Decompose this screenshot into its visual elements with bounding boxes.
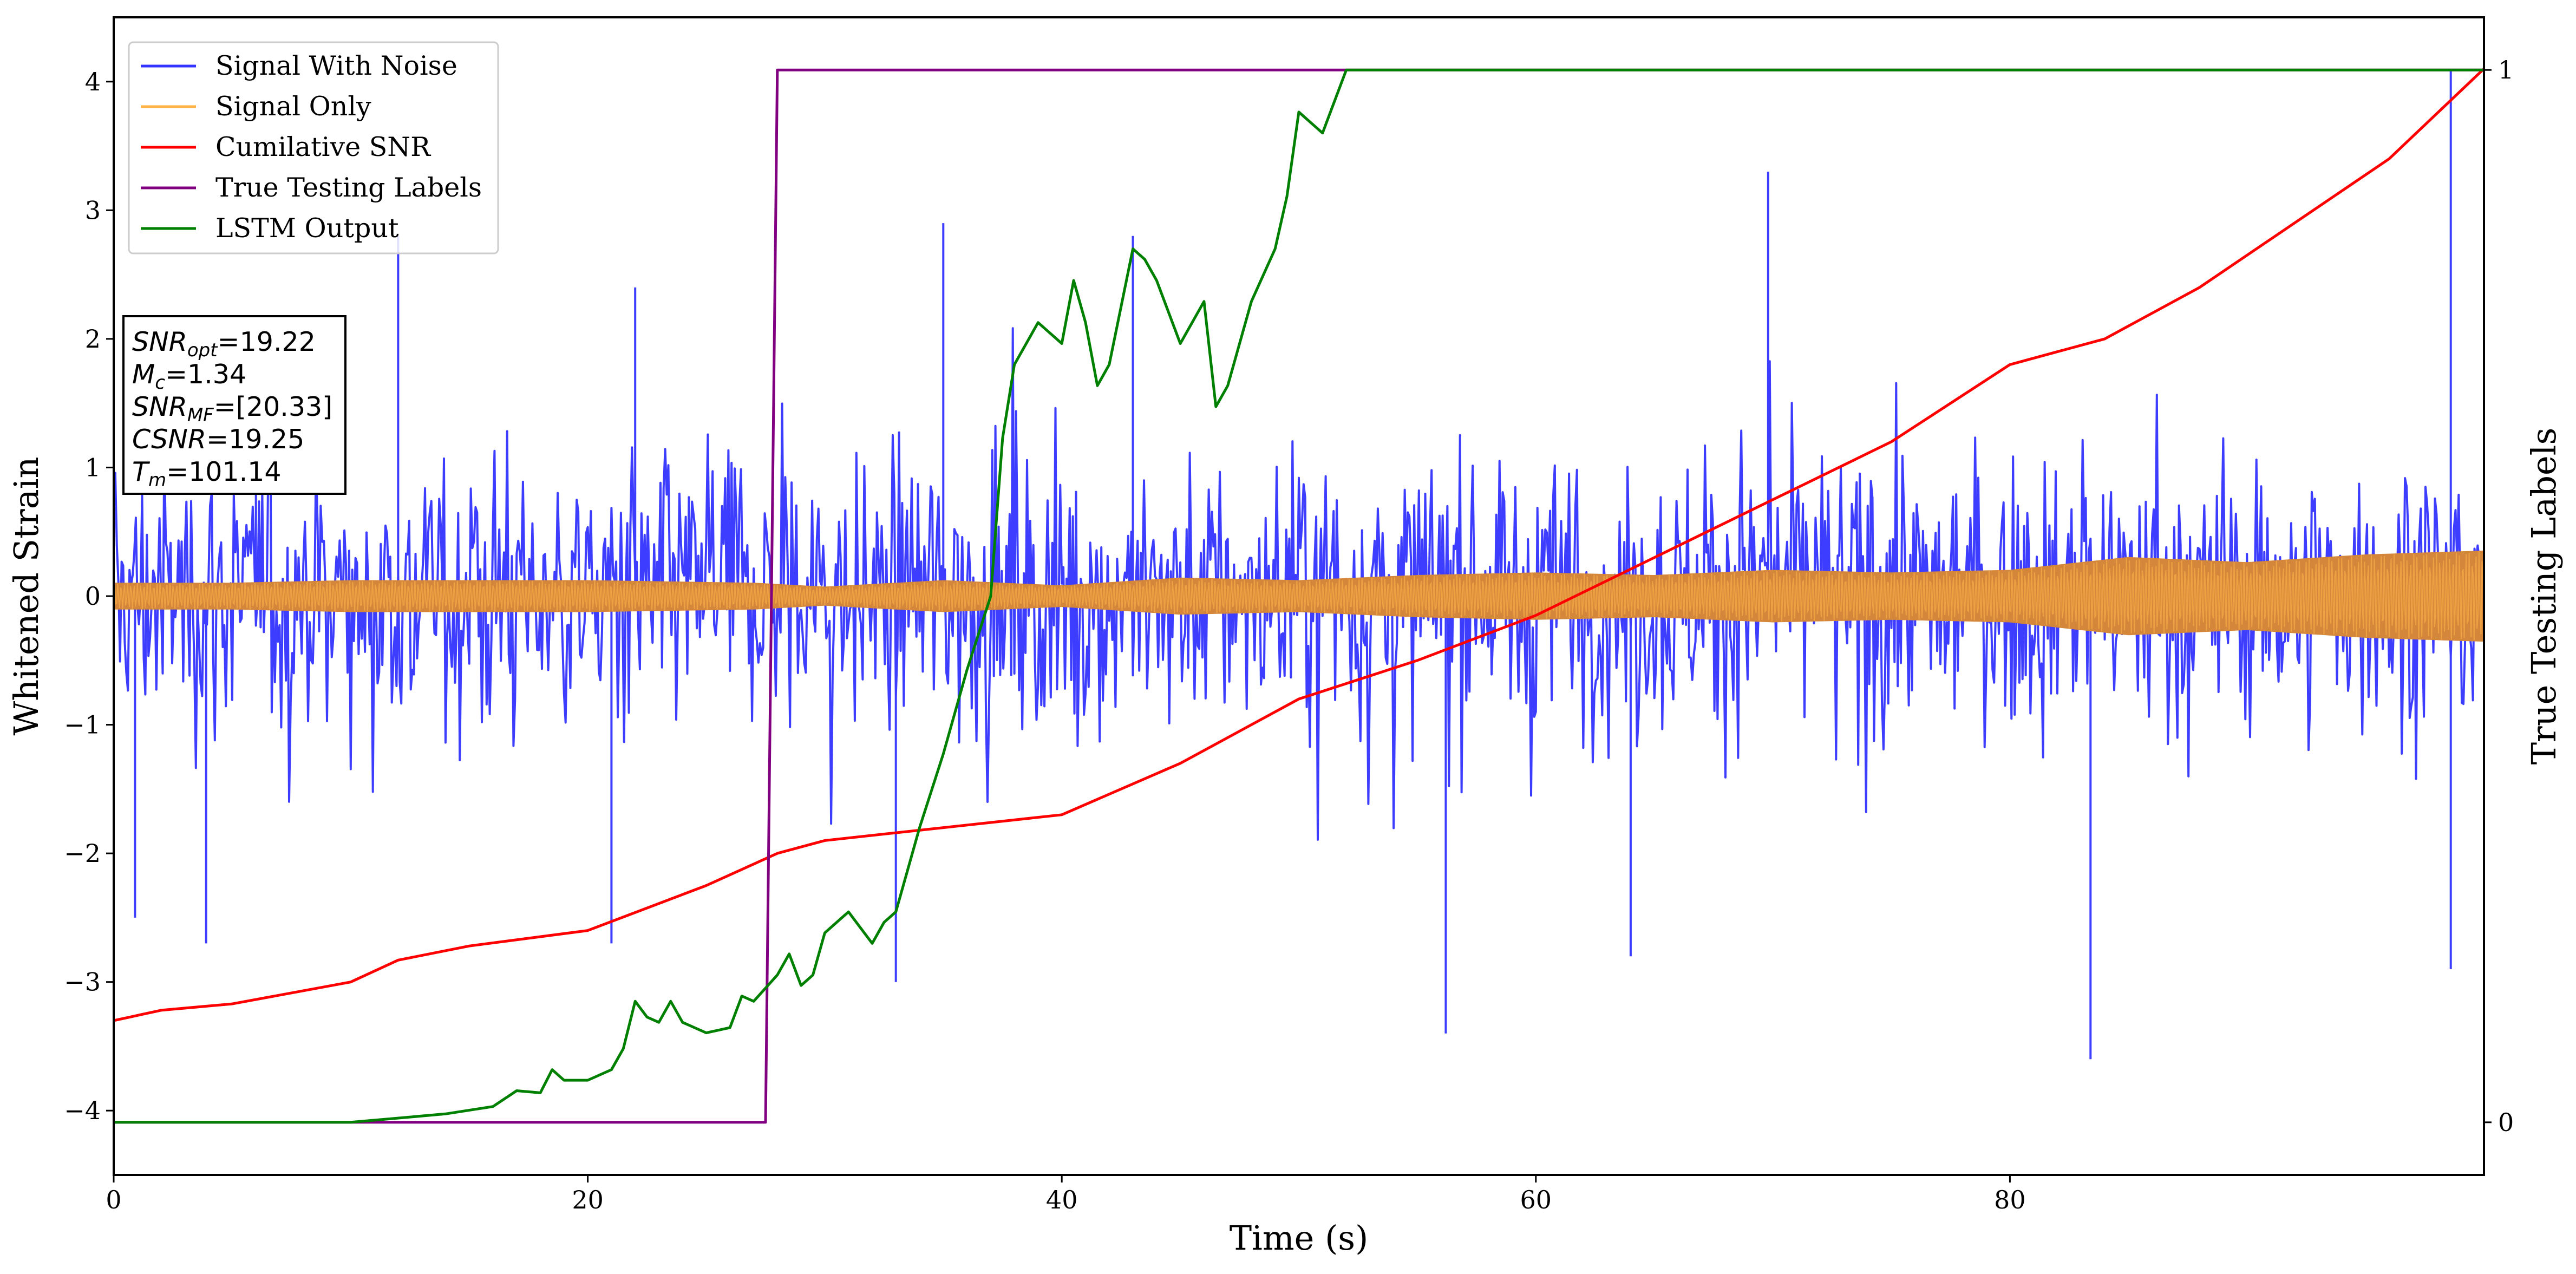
y-tick-label: −2 — [64, 839, 101, 868]
y-tick-label: 4 — [85, 67, 101, 96]
legend-label: Signal With Noise — [215, 50, 457, 81]
legend-label: Signal Only — [215, 91, 371, 122]
x-tick-label: 40 — [1046, 1185, 1078, 1214]
x-tick-label: 60 — [1520, 1185, 1552, 1214]
y-tick-label: 2 — [85, 324, 101, 354]
x-tick-label: 20 — [572, 1185, 604, 1214]
annotation-line: CSNR=19.25 — [132, 424, 304, 455]
annotation-box — [122, 315, 346, 495]
legend: Signal With Noise Signal Only Cumilative S… — [128, 41, 499, 254]
y2-tick-label: 1 — [2498, 55, 2514, 84]
annotation-line: Mc=1.34 — [132, 359, 246, 394]
y-tick-label: −3 — [64, 968, 101, 997]
y-axis-label: Whitened Strain — [6, 457, 46, 736]
cumulative-snr-series — [113, 68, 2485, 1022]
y-tick-label: 0 — [85, 582, 101, 611]
legend-label: LSTM Output — [215, 213, 399, 244]
legend-label: True Testing Labels — [215, 172, 482, 203]
lstm-output-line — [114, 68, 2484, 1124]
y2-axis-label: True Testing Labels — [2524, 428, 2564, 765]
cumulative-snr-line — [113, 68, 2485, 1022]
y-tick-label: −1 — [64, 710, 101, 740]
y-tick-label: 3 — [85, 195, 101, 225]
annotation-line: Tm=101.14 — [132, 456, 282, 491]
parameter-annotation-box: SNRopt=19.22Mc=1.34SNRMF=[20.33]CSNR=19.… — [122, 315, 346, 495]
x-tick-label: 80 — [1994, 1185, 2026, 1214]
y-tick-label: 1 — [85, 453, 101, 482]
lstm-output-series — [114, 68, 2484, 1124]
legend-box — [128, 41, 499, 254]
y-tick-label: −4 — [64, 1096, 101, 1125]
axes: 0 20 40 60 80 4 3 2 1 0 −1 −2 −3 −4 1 0 — [64, 55, 2514, 1214]
legend-label: Cumilative SNR — [215, 132, 431, 162]
annotation-line: SNRMF=[20.33] — [132, 391, 332, 426]
annotation-line: SNRopt=19.22 — [132, 326, 316, 361]
x-axis-label: Time (s) — [1230, 1218, 1369, 1258]
x-tick-label: 0 — [106, 1185, 121, 1214]
y2-tick-label: 0 — [2498, 1108, 2514, 1137]
signal-only-line — [113, 551, 2485, 642]
